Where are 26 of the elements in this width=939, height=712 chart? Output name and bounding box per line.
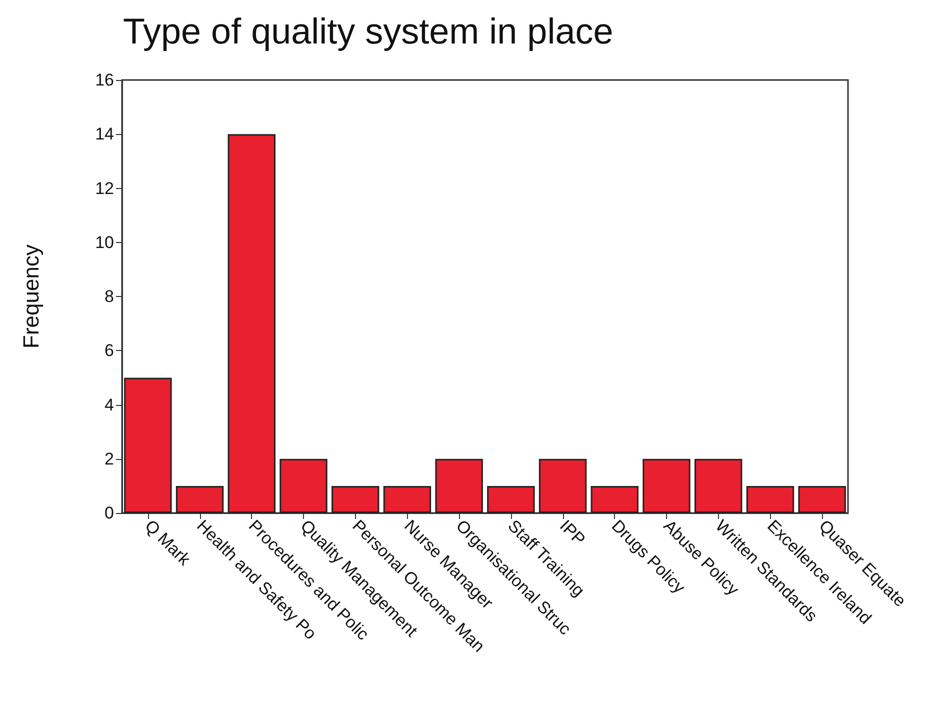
bar [228, 134, 276, 513]
bar [280, 458, 328, 513]
bar [332, 486, 380, 513]
y-tick-label: 8 [104, 287, 114, 306]
bar [383, 486, 432, 513]
x-tick-label: IPP [556, 516, 589, 550]
y-tick-label: 6 [104, 341, 114, 360]
bar [590, 486, 638, 513]
y-tick-label: 10 [95, 232, 114, 252]
y-tick-label: 4 [104, 395, 114, 414]
bar [435, 458, 483, 513]
y-tick-label: 16 [95, 70, 114, 90]
y-tick-label: 2 [104, 449, 114, 468]
bar [798, 486, 846, 513]
y-tick-label: 14 [95, 124, 114, 144]
bar [487, 486, 535, 513]
y-axis-title: Frequency [18, 244, 44, 348]
bar [124, 378, 172, 513]
chart-title: Type of quality system in place [123, 10, 614, 52]
bar [176, 486, 224, 513]
y-tick-label: 0 [104, 504, 114, 522]
y-tick-label: 12 [95, 178, 114, 198]
bar [538, 458, 587, 513]
bar [642, 458, 690, 513]
bar [746, 486, 794, 513]
bar [694, 458, 742, 513]
